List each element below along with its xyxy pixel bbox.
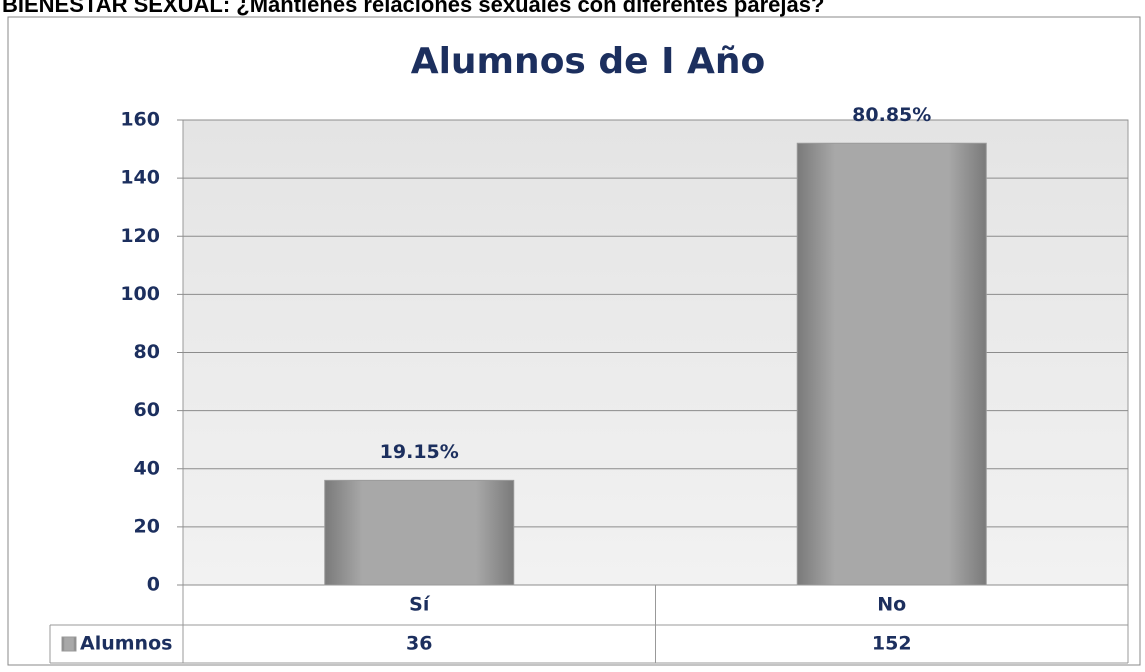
table-value: 36 — [406, 633, 432, 655]
header: BIENESTAR SEXUAL: ¿Mantienes relaciones … — [2, 0, 824, 17]
bar — [796, 142, 987, 586]
y-tick-label: 0 — [147, 574, 160, 596]
annotation: 80.85% — [852, 104, 931, 126]
table-value: 152 — [872, 633, 912, 655]
y-tick-label: 80 — [134, 341, 160, 363]
x-tick-label: Sí — [409, 594, 431, 616]
legend-swatch — [61, 636, 77, 652]
y-tick-label: 120 — [120, 225, 160, 247]
y-tick-label: 100 — [120, 283, 160, 305]
legend-label: Alumnos — [80, 633, 172, 655]
y-tick-label: 40 — [134, 457, 160, 479]
bar — [324, 479, 515, 586]
y-tick-label: 140 — [120, 167, 160, 189]
y-tick-label: 20 — [134, 515, 160, 537]
x-tick-label: No — [877, 594, 906, 616]
y-tick-label: 160 — [120, 109, 160, 131]
annotation: 19.15% — [380, 441, 459, 463]
chart-title: Alumnos de I Año — [411, 41, 766, 82]
y-tick-label: 60 — [134, 399, 160, 421]
